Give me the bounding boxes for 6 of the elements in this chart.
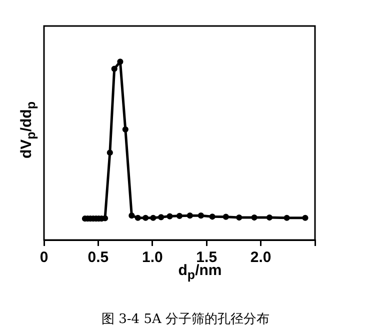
x-tick-label: 0.5 — [88, 249, 109, 266]
x-tick-label: 0 — [40, 249, 48, 266]
x-tick-label: 2.0 — [250, 249, 272, 266]
x-tick-label: 1.0 — [142, 249, 163, 266]
x-axis-title: d$_{p}$/nm — [178, 262, 222, 282]
caption: 图 3-4 5A 分子筛的孔径分布 — [100, 311, 270, 328]
